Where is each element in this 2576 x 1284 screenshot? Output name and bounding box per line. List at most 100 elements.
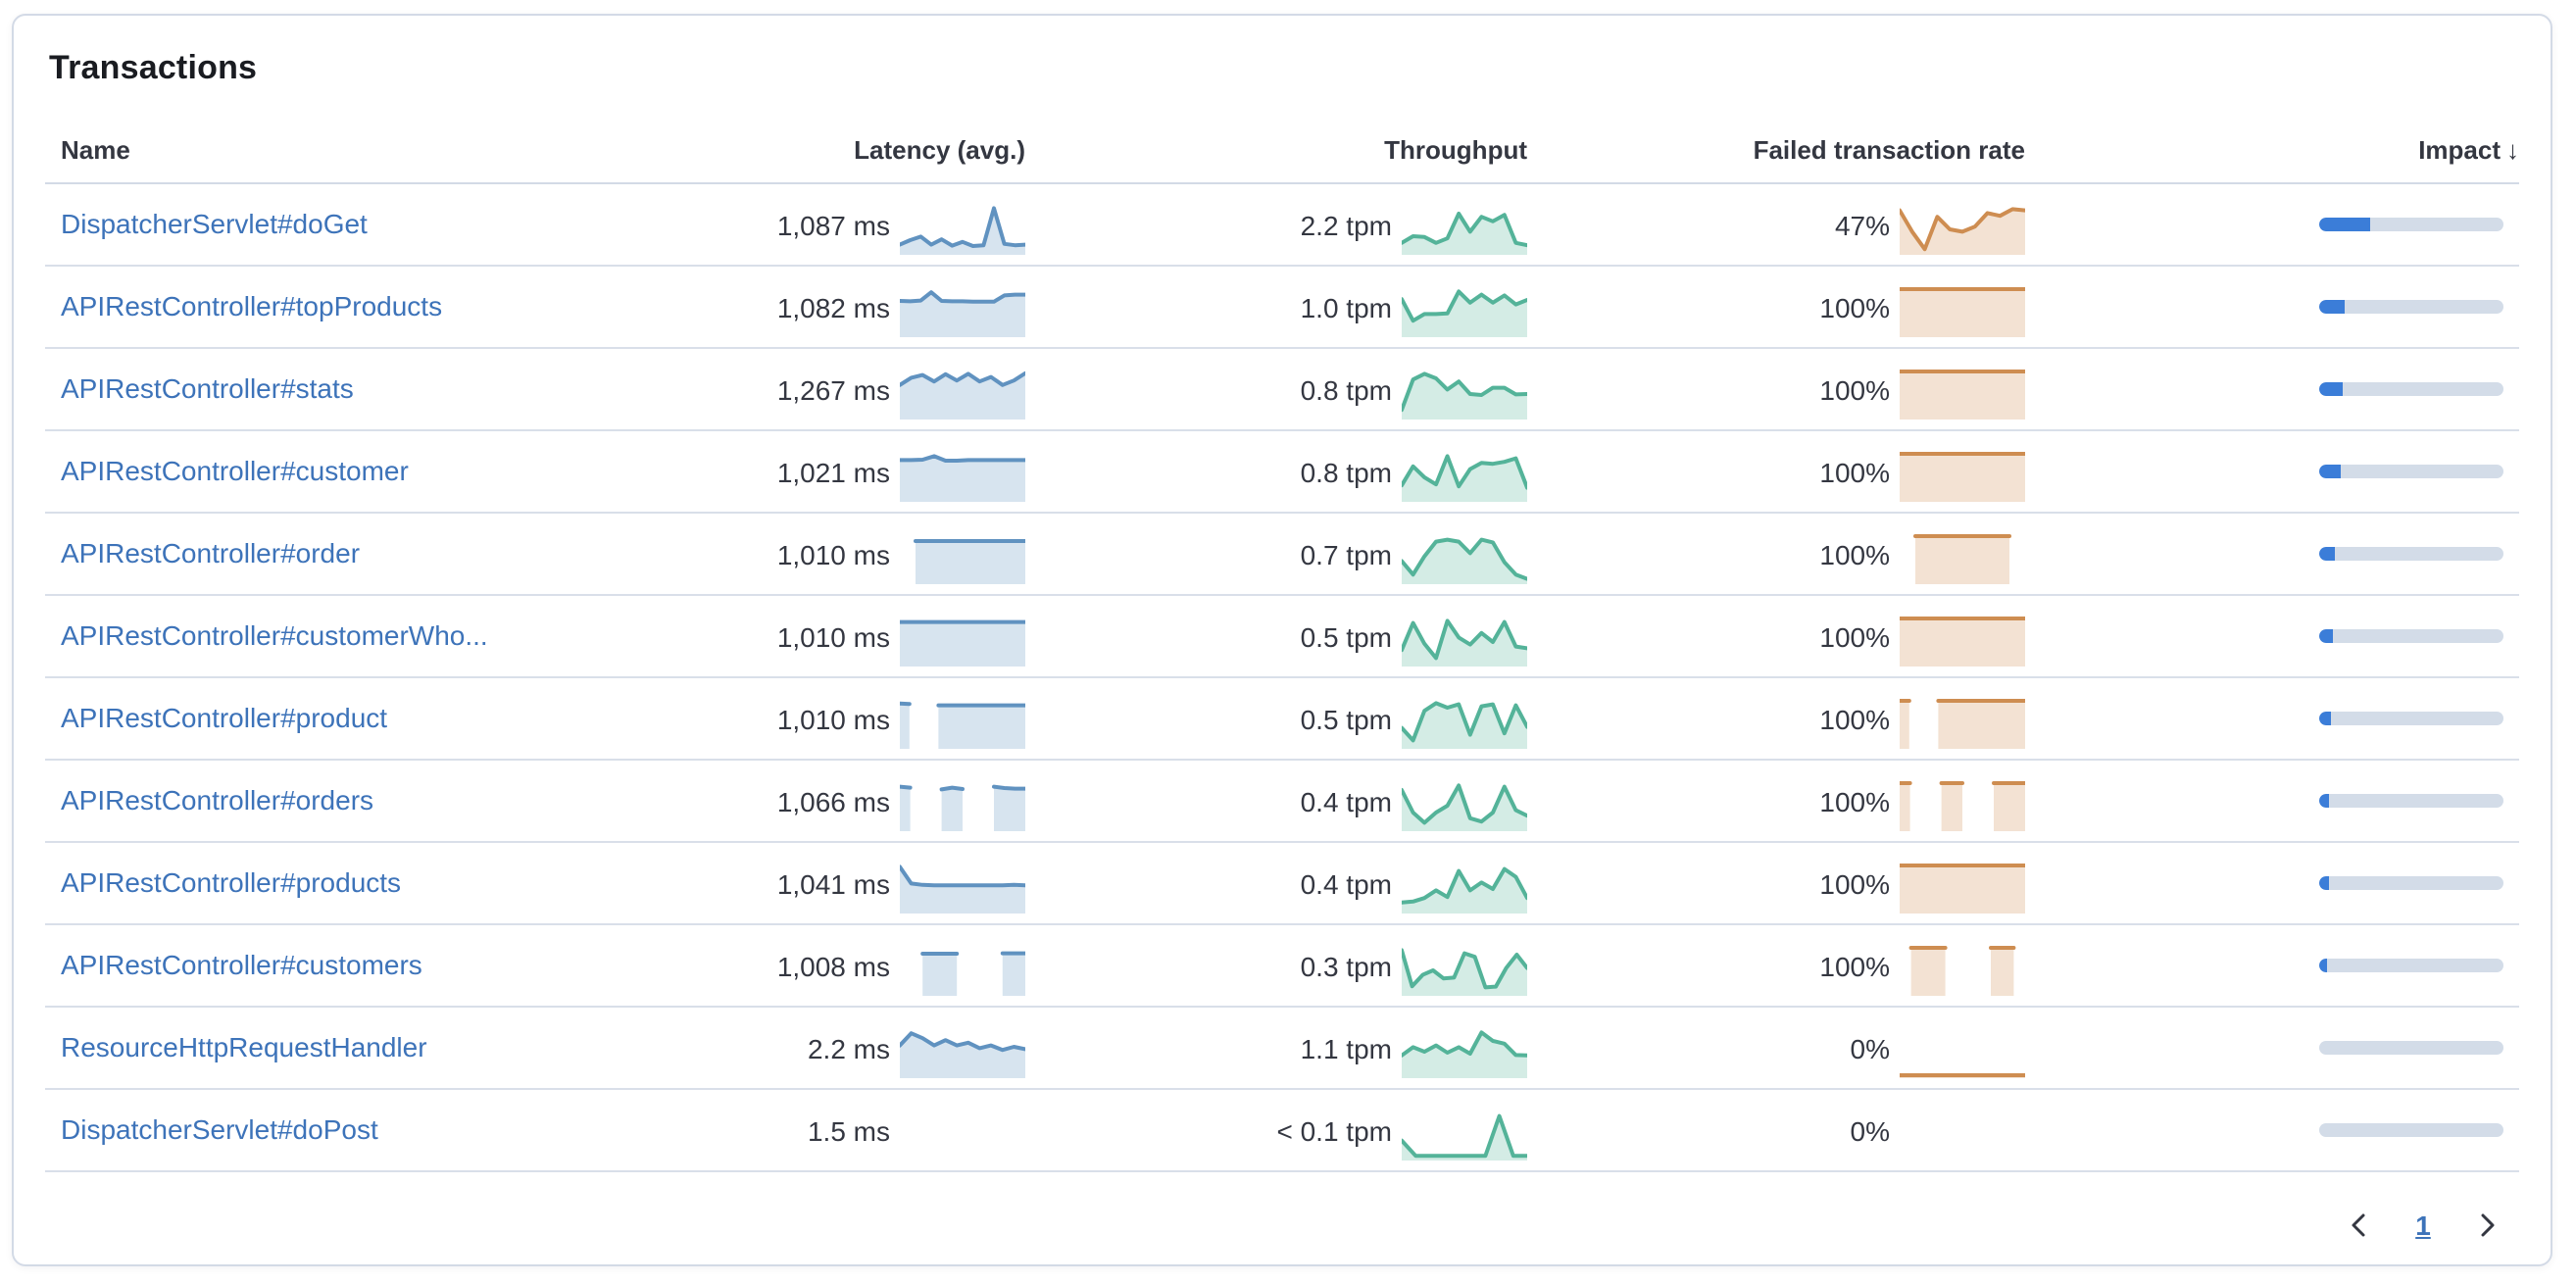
table-body: DispatcherServlet#doGet 1,087 ms 2.2 tpm… [45,184,2519,1172]
throughput-value: 0.4 tpm [1300,785,1392,816]
failed-rate-sparkline [1913,533,2011,583]
transaction-name-link[interactable]: APIRestController#product [61,701,388,732]
failed-rate-cell: 0% [1527,1022,2025,1077]
throughput-sparkline [1402,370,1527,419]
name-cell: ResourceHttpRequestHandler [45,1030,614,1065]
latency-value: 1,008 ms [776,950,890,981]
failed-rate-value: 100% [1819,950,1890,981]
impact-bar [2319,629,2503,643]
name-cell: APIRestController#order [45,536,614,571]
chevron-left-icon [2352,1213,2365,1237]
throughput-sparkline [1402,700,1527,748]
pagination-previous-button[interactable] [2331,1198,2386,1253]
table-row: ResourceHttpRequestHandler 2.2 ms 1.1 tp… [45,1008,2519,1090]
latency-value: 1,267 ms [776,373,890,405]
table-header: Name Latency (avg.) Throughput Failed tr… [45,108,2519,184]
failed-rate-sparkline [1908,945,2016,995]
throughput-value: 1.0 tpm [1300,291,1392,322]
throughput-value: 0.4 tpm [1300,867,1392,899]
throughput-sparkline [1402,453,1527,501]
column-header-impact[interactable]: Impact ↓ [2025,135,2519,182]
throughput-cell: 0.5 tpm [1025,611,1527,666]
impact-cell [2025,218,2519,231]
transaction-name-link[interactable]: APIRestController#products [61,865,402,897]
table-row: APIRestController#products 1,041 ms 0.4 … [45,843,2519,925]
throughput-cell: 0.5 tpm [1025,693,1527,748]
latency-sparkline [900,453,1025,501]
transaction-name-link[interactable]: APIRestController#topProducts [61,289,443,321]
latency-value: 1,010 ms [776,620,890,652]
throughput-cell: 0.8 tpm [1025,364,1527,419]
impact-cell [2025,629,2519,643]
failed-rate-cell: 100% [1527,940,2025,995]
name-cell: DispatcherServlet#doPost [45,1112,614,1148]
latency-value: 1,021 ms [776,456,890,487]
latency-cell: 1,010 ms [614,693,1025,748]
throughput-value: 0.8 tpm [1300,373,1392,405]
table-row: APIRestController#customer 1,021 ms 0.8 … [45,431,2519,514]
impact-bar [2319,382,2503,396]
name-cell: APIRestController#stats [45,371,614,407]
table-row: APIRestController#product 1,010 ms 0.5 t… [45,678,2519,761]
impact-cell [2025,959,2519,972]
transaction-name-link[interactable]: APIRestController#customer [61,454,409,485]
failed-rate-sparkline [1900,1109,2025,1160]
throughput-value: 0.3 tpm [1300,950,1392,981]
latency-sparkline [900,1030,1025,1077]
impact-cell [2025,300,2519,314]
pagination-page-1[interactable]: 1 [2398,1200,2449,1251]
transaction-name-link[interactable]: APIRestController#order [61,536,361,568]
failed-rate-cell: 100% [1527,364,2025,419]
failed-rate-sparkline [1900,863,2025,913]
throughput-value: 0.8 tpm [1300,456,1392,487]
name-cell: APIRestController#customerWho... [45,618,614,654]
transaction-name-link[interactable]: ResourceHttpRequestHandler [61,1030,427,1062]
impact-bar [2319,712,2503,725]
impact-cell [2025,465,2519,478]
column-header-impact-label: Impact [2418,135,2501,165]
failed-rate-value: 100% [1819,456,1890,487]
failed-rate-sparkline [1900,698,2025,748]
sort-descending-icon: ↓ [2506,135,2519,165]
latency-sparkline [900,864,1025,913]
failed-rate-value: 100% [1819,538,1890,569]
latency-sparkline [900,783,1025,830]
impact-cell [2025,382,2519,396]
failed-rate-sparkline [1900,1072,2025,1077]
impact-bar [2319,218,2503,231]
pagination-next-button[interactable] [2460,1198,2515,1253]
column-header-latency[interactable]: Latency (avg.) [854,135,1025,165]
transaction-name-link[interactable]: DispatcherServlet#doPost [61,1112,378,1144]
impact-cell [2025,547,2519,561]
throughput-value: < 0.1 tpm [1276,1114,1392,1146]
impact-cell [2025,794,2519,808]
name-cell: APIRestController#product [45,701,614,736]
impact-cell [2025,712,2519,725]
failed-rate-sparkline [1900,369,2025,419]
transaction-name-link[interactable]: APIRestController#orders [61,783,374,815]
failed-rate-sparkline [1900,616,2025,666]
panel-title: Transactions [49,49,258,86]
column-header-name[interactable]: Name [61,135,130,165]
transaction-name-link[interactable]: APIRestController#customerWho... [61,618,488,650]
failed-rate-value: 100% [1819,703,1890,734]
latency-cell: 1,008 ms [614,940,1025,995]
transaction-name-link[interactable]: DispatcherServlet#doGet [61,207,368,238]
failed-rate-value: 0% [1850,1032,1890,1063]
transactions-panel: Transactions Name Latency (avg.) Through… [12,14,2552,1266]
failed-rate-value: 100% [1819,785,1890,816]
transaction-name-link[interactable]: APIRestController#customers [61,948,422,979]
failed-rate-cell: 100% [1527,858,2025,913]
throughput-sparkline [1402,288,1527,336]
failed-rate-value: 0% [1850,1114,1890,1146]
latency-sparkline [900,618,1025,666]
failed-rate-sparkline [1900,286,2025,336]
column-header-failed-rate[interactable]: Failed transaction rate [1753,135,2025,165]
latency-sparkline [914,538,1025,583]
table-row: DispatcherServlet#doPost 1.5 ms < 0.1 tp… [45,1090,2519,1172]
throughput-value: 1.1 tpm [1300,1032,1392,1063]
latency-cell: 1,087 ms [614,199,1025,254]
column-header-throughput[interactable]: Throughput [1384,135,1527,165]
transaction-name-link[interactable]: APIRestController#stats [61,371,354,403]
table-row: DispatcherServlet#doGet 1,087 ms 2.2 tpm… [45,184,2519,267]
